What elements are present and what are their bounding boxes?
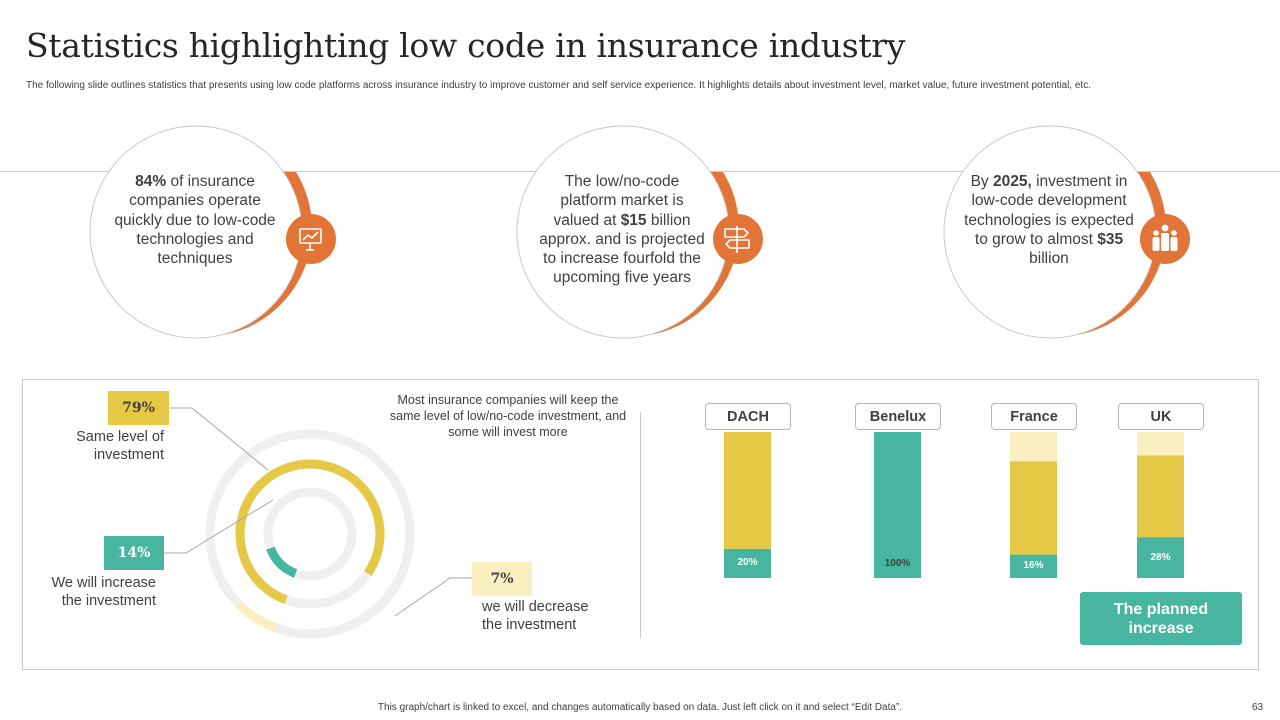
- stat-icon-circle: [713, 214, 763, 264]
- page-subtitle: The following slide outlines statistics …: [26, 80, 1091, 91]
- ring-same-level: [235, 459, 385, 605]
- stat-text-1: 84% of insurance companies operate quick…: [110, 172, 280, 268]
- stat-card-3: By 2025, investment in low-code developm…: [942, 122, 1202, 342]
- stat-circle-2: [516, 125, 763, 339]
- bar-france-2: [1010, 432, 1057, 462]
- stat-circle-3: [943, 125, 1190, 339]
- bar-france-0: [1010, 554, 1057, 578]
- stat-icon-circle: [286, 214, 336, 264]
- page-number: 63: [1252, 702, 1264, 713]
- stat-1-text: of insurance companies operate quickly d…: [114, 173, 276, 268]
- legend-planned-increase: The planned increase: [1080, 592, 1242, 645]
- bar-dach-1: [724, 432, 771, 549]
- leader-decrease: [394, 577, 472, 617]
- badge-increase: 14%: [104, 536, 164, 570]
- category-uk: UK: [1118, 403, 1204, 430]
- ring-increase: [266, 546, 298, 578]
- presentation-icon: [299, 228, 322, 251]
- ring-decrease-track: [205, 429, 415, 639]
- bar-label-dach: 20%: [737, 557, 758, 569]
- bar-benelux-0: [874, 432, 921, 578]
- orange-arc: [642, 172, 739, 336]
- bar-france-1: [1010, 461, 1057, 555]
- bar-uk-2: [1137, 432, 1184, 456]
- badge-decrease: 7%: [472, 562, 532, 596]
- ring-increase-track: [263, 487, 357, 581]
- orange-arc: [215, 172, 312, 336]
- bar-label-uk: 28%: [1150, 551, 1171, 563]
- stat-3-bold2: $35: [1097, 230, 1124, 248]
- stat-3-bold: 2025,: [992, 173, 1032, 190]
- stat-card-2: The low/no-code platform market is value…: [515, 122, 775, 342]
- category-france: France: [991, 403, 1077, 430]
- label-same-level: Same level of investment: [76, 429, 164, 463]
- stat-3-pre: By: [970, 173, 993, 190]
- label-increase: We will increase the investment: [51, 575, 157, 609]
- label-decrease: we will decrease the investment: [482, 599, 589, 633]
- stat-3-post: billion: [1029, 250, 1069, 268]
- ring-decrease: [235, 601, 278, 633]
- category-benelux: Benelux: [855, 403, 941, 430]
- signpost-icon: [724, 226, 750, 253]
- donut-note: Most insurance companies will keep the s…: [389, 393, 627, 440]
- chart-panel: [22, 379, 1259, 670]
- bar-dach-0: [724, 548, 771, 578]
- page-title: Statistics highlighting low code in insu…: [26, 26, 906, 65]
- stat-2-post: billion approx. and is projected to incr…: [539, 211, 705, 287]
- leader-same-level: [170, 407, 269, 471]
- bar-label-france: 16%: [1023, 560, 1044, 572]
- stat-1-bold: 84%: [135, 173, 167, 190]
- orange-arc: [1069, 172, 1166, 336]
- stat-2-pre: The low/no-code platform market is value…: [553, 173, 684, 229]
- stat-card-1: 84% of insurance companies operate quick…: [88, 122, 348, 342]
- badge-same-level: 79%: [108, 391, 169, 425]
- stat-text-2: The low/no-code platform market is value…: [537, 172, 707, 288]
- bar-label-benelux: 100%: [884, 558, 911, 569]
- panel-divider: [640, 412, 641, 638]
- bar-uk-1: [1137, 455, 1184, 538]
- team-icon: [1152, 224, 1178, 251]
- stat-3-mid: investment in low-code development techn…: [964, 173, 1134, 248]
- category-dach: DACH: [705, 403, 791, 430]
- stat-circle-1: [89, 125, 336, 339]
- stat-2-bold: $15: [620, 211, 647, 229]
- stat-text-3: By 2025, investment in low-code developm…: [964, 172, 1134, 268]
- leader-increase: [164, 499, 274, 554]
- footer-note: This graph/chart is linked to excel, and…: [377, 702, 903, 713]
- bar-uk-0: [1137, 537, 1184, 578]
